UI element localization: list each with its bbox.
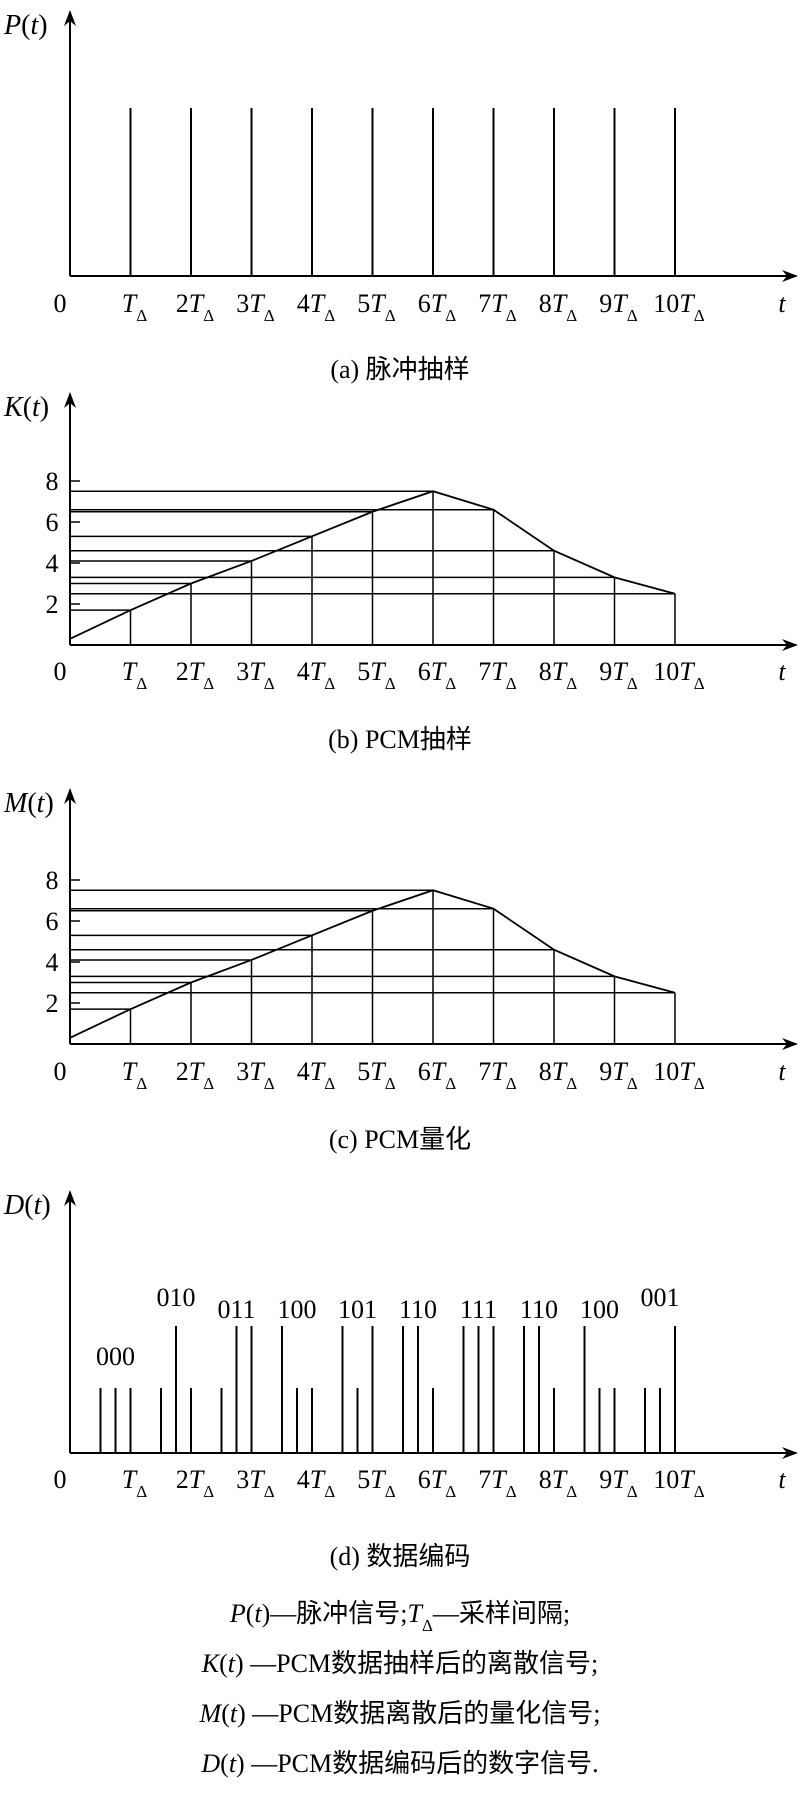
code-label: 001 bbox=[641, 1283, 680, 1312]
y-tick-label: 2 bbox=[46, 989, 59, 1018]
y-tick-label: 4 bbox=[46, 948, 59, 977]
x-tick-label: 5TΔ bbox=[357, 1057, 395, 1093]
y-tick-label: 6 bbox=[46, 508, 59, 537]
x-tick-label: 5TΔ bbox=[357, 657, 395, 693]
code-label: 000 bbox=[96, 1342, 135, 1371]
x-tick-label: TΔ bbox=[122, 1465, 147, 1501]
x-axis-label: t bbox=[778, 289, 786, 318]
code-label: 100 bbox=[580, 1295, 619, 1324]
x-tick-label: 7TΔ bbox=[478, 657, 516, 693]
x-tick-label: 7TΔ bbox=[478, 289, 516, 325]
code-label: 011 bbox=[217, 1295, 255, 1324]
y-tick-label: 8 bbox=[46, 866, 59, 895]
code-label: 010 bbox=[157, 1283, 196, 1312]
code-label: 111 bbox=[460, 1295, 497, 1324]
code-label: 110 bbox=[520, 1295, 558, 1324]
x-tick-label: 4TΔ bbox=[297, 289, 335, 325]
x-tick-label: 6TΔ bbox=[418, 289, 456, 325]
x-tick-label: 3TΔ bbox=[236, 1465, 274, 1501]
y-axis-label: M(t) bbox=[3, 788, 54, 819]
code-label: 100 bbox=[278, 1295, 317, 1324]
panel-caption: (a) 脉冲抽样 bbox=[330, 355, 469, 384]
y-tick-label: 2 bbox=[46, 590, 59, 619]
x-tick-label: 4TΔ bbox=[297, 1465, 335, 1501]
x-tick-label: 3TΔ bbox=[236, 289, 274, 325]
x-tick-label: 9TΔ bbox=[599, 289, 637, 325]
legend: P(t)—脉冲信号;TΔ—采样间隔; K(t) —PCM数据抽样后的离散信号; M(… bbox=[199, 1599, 601, 1778]
x-tick-label: 10TΔ bbox=[653, 289, 704, 325]
x-tick-label: 6TΔ bbox=[418, 1465, 456, 1501]
x-tick-label: 10TΔ bbox=[653, 1465, 704, 1501]
x-tick-label: 10TΔ bbox=[653, 1057, 704, 1093]
code-label: 110 bbox=[399, 1295, 437, 1324]
x-tick-label: 2TΔ bbox=[176, 657, 214, 693]
x-tick-label: 2TΔ bbox=[176, 1057, 214, 1093]
panel-c-pcm-quantization: M(t) 0 t TΔ 2TΔ 3TΔ 4TΔ 5TΔ 6TΔ 7TΔ 8TΔ 9TΔ 10TΔ (c) … bbox=[3, 788, 798, 1154]
origin-label: 0 bbox=[54, 1057, 67, 1086]
x-axis-label: t bbox=[778, 1057, 786, 1086]
x-tick-label: 5TΔ bbox=[357, 289, 395, 325]
x-tick-label: 8TΔ bbox=[539, 1465, 577, 1501]
x-tick-label: 7TΔ bbox=[478, 1465, 516, 1501]
panel-a-pulse-sampling: P(t) 0 t TΔ 2TΔ 3TΔ 4TΔ 5TΔ 6TΔ 7TΔ 8TΔ 9TΔ 10TΔ (a) … bbox=[3, 10, 798, 384]
y-axis-label: P(t) bbox=[3, 10, 48, 41]
x-tick-label: 2TΔ bbox=[176, 289, 214, 325]
x-tick-label: TΔ bbox=[122, 1057, 147, 1093]
panel-b-pcm-sampling: K(t) 0 t TΔ 2TΔ 3TΔ 4TΔ 5TΔ 6TΔ 7TΔ 8TΔ 9TΔ 10TΔ (b) … bbox=[3, 392, 798, 754]
y-tick-label: 8 bbox=[46, 467, 59, 496]
x-tick-label: 6TΔ bbox=[418, 657, 456, 693]
x-tick-label: TΔ bbox=[122, 289, 147, 325]
x-tick-label: 4TΔ bbox=[297, 657, 335, 693]
x-tick-label: 9TΔ bbox=[599, 1465, 637, 1501]
legend-line: P(t)—脉冲信号;TΔ—采样间隔; bbox=[229, 1599, 570, 1635]
x-tick-label: 2TΔ bbox=[176, 1465, 214, 1501]
code-label: 101 bbox=[338, 1295, 377, 1324]
x-axis-label: t bbox=[778, 657, 786, 686]
y-tick-label: 4 bbox=[46, 549, 59, 578]
y-tick-label: 6 bbox=[46, 907, 59, 936]
panel-caption: (b) PCM抽样 bbox=[328, 725, 472, 754]
y-axis-label: K(t) bbox=[3, 392, 49, 423]
panel-caption: (d) 数据编码 bbox=[330, 1542, 471, 1571]
legend-line: M(t) —PCM数据离散后的量化信号; bbox=[199, 1699, 601, 1728]
origin-label: 0 bbox=[54, 657, 67, 686]
origin-label: 0 bbox=[54, 289, 67, 318]
x-tick-label: 8TΔ bbox=[539, 657, 577, 693]
x-tick-label: 9TΔ bbox=[599, 657, 637, 693]
x-tick-label: 3TΔ bbox=[236, 1057, 274, 1093]
x-tick-label: TΔ bbox=[122, 657, 147, 693]
legend-line: K(t) —PCM数据抽样后的离散信号; bbox=[201, 1649, 599, 1678]
panel-d-data-encoding: D(t) 0 t TΔ 2TΔ 3TΔ 4TΔ 5TΔ 6TΔ 7TΔ 8TΔ 9TΔ 10TΔ (d) … bbox=[3, 1190, 798, 1571]
x-tick-label: 4TΔ bbox=[297, 1057, 335, 1093]
legend-line: D(t) —PCM数据编码后的数字信号. bbox=[200, 1749, 598, 1778]
x-tick-label: 8TΔ bbox=[539, 1057, 577, 1093]
origin-label: 0 bbox=[54, 1465, 67, 1494]
panel-caption: (c) PCM量化 bbox=[329, 1125, 471, 1154]
x-axis-label: t bbox=[778, 1465, 786, 1494]
x-tick-label: 3TΔ bbox=[236, 657, 274, 693]
x-tick-label: 5TΔ bbox=[357, 1465, 395, 1501]
y-axis-label: D(t) bbox=[3, 1190, 51, 1221]
x-tick-label: 9TΔ bbox=[599, 1057, 637, 1093]
x-tick-label: 8TΔ bbox=[539, 289, 577, 325]
x-tick-label: 7TΔ bbox=[478, 1057, 516, 1093]
x-tick-label: 10TΔ bbox=[653, 657, 704, 693]
x-tick-label: 6TΔ bbox=[418, 1057, 456, 1093]
